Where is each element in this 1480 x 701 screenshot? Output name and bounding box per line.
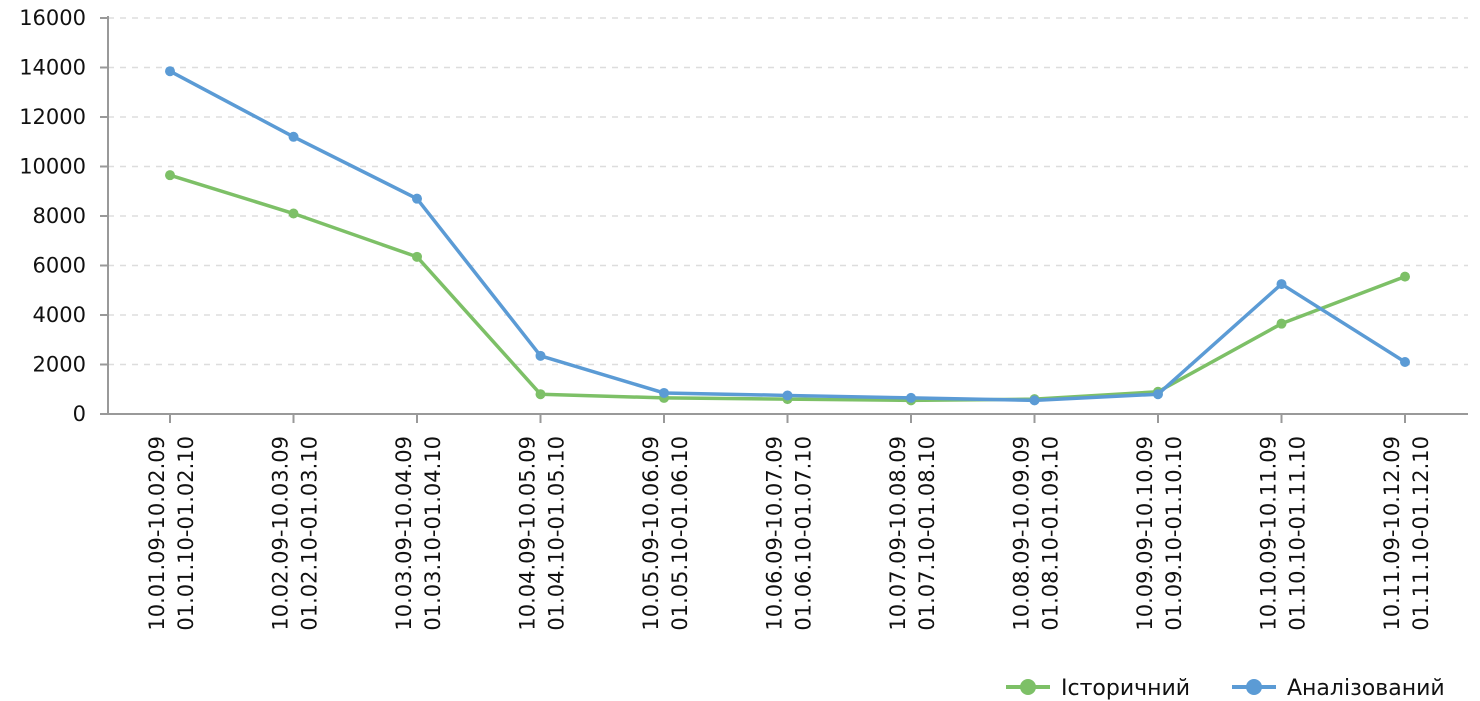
x-tick-label: 10.09.09-10.10.09 (1133, 436, 1157, 631)
x-tick-label: 01.11.10-01.12.10 (1409, 436, 1433, 631)
data-point (1400, 357, 1410, 368)
data-point (1029, 395, 1040, 406)
x-tick-label: 10.01.09-10.02.09 (145, 436, 169, 631)
legend-swatch-marker (1246, 679, 1262, 695)
data-point (906, 392, 916, 403)
x-tick-label-group: 10.01.09-10.02.09 01.01.10-01.02.10 (145, 436, 198, 631)
legend-label: Історичний (1061, 676, 1190, 701)
x-tick-label: 01.07.10-01.08.10 (915, 436, 939, 631)
x-tick-label: 10.10.09-10.11.09 (1257, 436, 1281, 631)
legend-label: Аналізований (1287, 676, 1445, 701)
x-tick-label: 01.01.10-01.02.10 (174, 436, 198, 631)
x-tick-label-group: 10.08.09-10.09.09 01.08.10-01.09.10 (1010, 436, 1063, 631)
axes: 0 2000 4000 6000 8000 10000 12000 14000 16000 10.… (19, 6, 1468, 631)
x-tick-label: 01.05.10-01.06.10 (668, 436, 692, 631)
legend-swatch-marker (1020, 679, 1036, 695)
data-point (165, 66, 175, 77)
x-tick-label: 10.02.09-10.03.09 (269, 436, 293, 631)
data-point (288, 131, 299, 142)
x-tick-label-group: 10.05.09-10.06.09 01.05.10-01.06.10 (639, 436, 692, 631)
x-tick-label: 01.10.10-01.11.10 (1286, 436, 1310, 631)
x-tick-label: 10.06.09-10.07.09 (763, 436, 787, 631)
y-tick-label: 8000 (33, 204, 86, 228)
x-tick-label: 10.11.09-10.12.09 (1380, 436, 1404, 631)
series-line (169, 173, 1406, 403)
x-tick-label: 01.09.10-01.10.10 (1162, 436, 1186, 631)
x-tick-label: 01.02.10-01.03.10 (298, 436, 322, 631)
x-tick-label-group: 10.02.09-10.03.09 01.02.10-01.03.10 (269, 436, 322, 631)
data-point (412, 251, 422, 262)
data-point (1153, 389, 1163, 400)
x-tick-label: 10.03.09-10.04.09 (392, 436, 416, 631)
data-series (165, 66, 1410, 406)
x-tick-label: 01.03.10-01.04.10 (421, 436, 445, 631)
x-tick-label: 01.06.10-01.07.10 (792, 436, 816, 631)
data-point (288, 208, 299, 219)
legend: Історичний Аналізований (1006, 676, 1445, 701)
x-tick-label-group: 10.04.09-10.05.09 01.04.10-01.05.10 (516, 436, 569, 631)
x-tick-label: 01.04.10-01.05.10 (545, 436, 569, 631)
data-point (535, 350, 546, 361)
x-tick-label-group: 10.03.09-10.04.09 01.03.10-01.04.10 (392, 436, 445, 631)
y-tick-label: 10000 (19, 155, 86, 179)
y-tick-label: 2000 (33, 353, 86, 377)
x-tick-label-group: 10.11.09-10.12.09 01.11.10-01.12.10 (1380, 436, 1433, 631)
y-tick-label: 14000 (19, 56, 86, 80)
x-tick-label: 10.04.09-10.05.09 (516, 436, 540, 631)
y-tick-label: 6000 (33, 254, 86, 278)
data-point (535, 389, 546, 400)
x-tick-label-group: 10.09.09-10.10.09 01.09.10-01.10.10 (1133, 436, 1186, 631)
data-point (659, 387, 669, 398)
grid-lines (108, 17, 1468, 366)
y-tick-label: 12000 (19, 105, 86, 129)
data-point (165, 170, 175, 181)
data-point (412, 193, 422, 204)
x-tick-label: 10.05.09-10.06.09 (639, 436, 663, 631)
data-point (1276, 279, 1287, 290)
x-tick-label-group: 10.06.09-10.07.09 01.06.10-01.07.10 (763, 436, 816, 631)
data-point (1276, 318, 1287, 329)
y-tick-label: 0 (73, 402, 86, 426)
x-tick-label-group: 10.07.09-10.08.09 01.07.10-01.08.10 (886, 436, 939, 631)
data-point (782, 390, 793, 401)
x-tick-label: 10.08.09-10.09.09 (1010, 436, 1034, 631)
y-tick-label: 16000 (19, 6, 86, 30)
data-point (1400, 271, 1410, 282)
x-tick-label: 10.07.09-10.08.09 (886, 436, 910, 631)
y-tick-label: 4000 (33, 303, 86, 327)
x-tick-label: 01.08.10-01.09.10 (1039, 436, 1063, 631)
x-tick-label-group: 10.10.09-10.11.09 01.10.10-01.11.10 (1257, 436, 1310, 631)
